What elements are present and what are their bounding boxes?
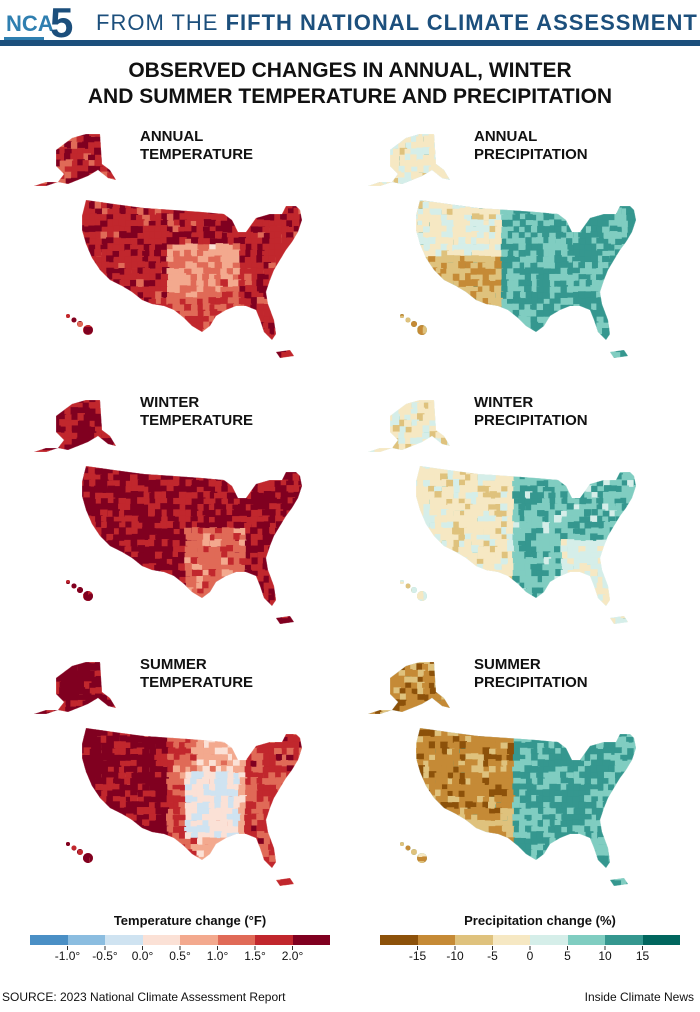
map-outline [609,349,629,359]
legend-swatch [67,935,105,945]
map-outline [33,709,59,715]
legend-tick-label: 15 [635,949,650,963]
legend-temperature: Temperature change (°F) -1.0° -0.5° 0.0° 0.… [30,913,350,963]
legend-tick-label: 0.5° [169,949,191,963]
legend-swatch [292,935,330,945]
legend-swatch [142,935,180,945]
header-emphasis: FIFTH NATIONAL CLIMATE ASSESSMENT [225,10,698,35]
map-outline [33,447,59,453]
legend-swatch [530,935,568,945]
legend-swatch [30,935,68,945]
panel-summer-precipitation: SUMMER PRECIPITATION [358,648,678,906]
map-outline [415,727,637,869]
page-title: OBSERVED CHANGES IN ANNUAL, WINTER AND S… [0,58,700,110]
legend-title: Temperature change (°F) [113,913,267,928]
panel-label: SUMMER PRECIPITATION [474,656,588,691]
legend-tick-label: 5 [564,949,571,963]
header: NCA 5 FROM THE FIFTH NATIONAL CLIMATE AS… [0,0,700,46]
legend-swatch [567,935,605,945]
panel-annual-temperature: ANNUAL TEMPERATURE [24,120,344,378]
map-outline [609,877,629,887]
panel-summer-temperature: SUMMER TEMPERATURE [24,648,344,906]
legend-tick-label: -0.5° [92,949,118,963]
panel-label: WINTER TEMPERATURE [140,394,254,429]
panel-label: WINTER PRECIPITATION [474,394,588,429]
source-credit: SOURCE: 2023 National Climate Assessment… [2,990,286,1004]
map-outline [415,199,637,341]
legend-swatch [642,935,680,945]
publisher-credit: Inside Climate News [584,990,694,1004]
legend-swatch [455,935,493,945]
panel-winter-temperature: WINTER TEMPERATURE [24,386,344,644]
legend-swatch [217,935,255,945]
legend-swatch [380,935,418,945]
legend-swatch [105,935,143,945]
map-outline [81,727,303,869]
map-annual-temperature [33,133,303,359]
legend-tick-label: -10 [446,949,464,963]
legend-tick-label: 0 [526,949,534,963]
legend-ticks [67,946,293,950]
nca5-logo: NCA 5 [2,0,88,46]
legend-precipitation: Precipitation change (%) -15 -10 -5 0 5 10 15 [380,913,700,963]
map-outline [55,399,117,451]
legend-tick-label: 2.0° [281,949,304,963]
legend-color-bar [380,935,680,945]
map-outline [275,877,295,887]
map-outline [55,661,117,713]
legend-tick-label: 1.0° [206,949,229,963]
legend-swatch [255,935,293,945]
map-outline [389,133,451,185]
logo-number: 5 [50,0,74,46]
map-winter-precipitation [367,399,637,625]
legend-swatch [417,935,455,945]
legend-tick-label: -5 [487,949,498,963]
header-bar [0,40,700,46]
logo-underline [4,37,44,41]
map-summer-temperature [33,661,303,887]
legend-swatch [180,935,218,945]
map-outline [33,181,59,187]
map-outline [367,447,393,453]
panel-label: ANNUAL PRECIPITATION [474,128,588,163]
legend-tick-label: -1.0° [54,949,81,963]
legend-color-bar [30,935,330,945]
map-outline [389,661,451,713]
map-outline [275,349,295,359]
panel-label: ANNUAL TEMPERATURE [140,128,254,163]
logo-text: NCA [6,11,54,36]
header-text: FROM THE FIFTH NATIONAL CLIMATE ASSESSME… [96,10,698,36]
map-winter-temperature [33,399,303,625]
panel-label: SUMMER TEMPERATURE [140,656,254,691]
legend-title: Precipitation change (%) [464,913,616,928]
map-outline [275,615,295,625]
map-outline [367,181,393,187]
title-line-1: OBSERVED CHANGES IN ANNUAL, WINTER [128,59,572,82]
title-line-2: AND SUMMER TEMPERATURE AND PRECIPITATION [87,85,613,108]
map-annual-precipitation [367,133,637,359]
map-outline [81,199,303,341]
map-outline [415,465,637,607]
map-summer-precipitation [367,661,637,887]
panel-annual-precipitation: ANNUAL PRECIPITATION [358,120,678,378]
legend-tick-label: 1.5° [244,949,266,963]
legend-swatch [492,935,530,945]
legend-ticks [417,946,643,950]
map-outline [367,709,393,715]
legend-tick-label: 0.0° [131,949,154,963]
legend-tick-label: -15 [408,949,427,963]
legend-swatch [605,935,643,945]
panel-winter-precipitation: WINTER PRECIPITATION [358,386,678,644]
legend-tick-label: 10 [598,949,612,963]
map-outline [81,465,303,607]
header-lead: FROM THE [96,10,226,35]
map-outline [389,399,451,451]
map-outline [55,133,117,185]
map-outline [609,615,629,625]
